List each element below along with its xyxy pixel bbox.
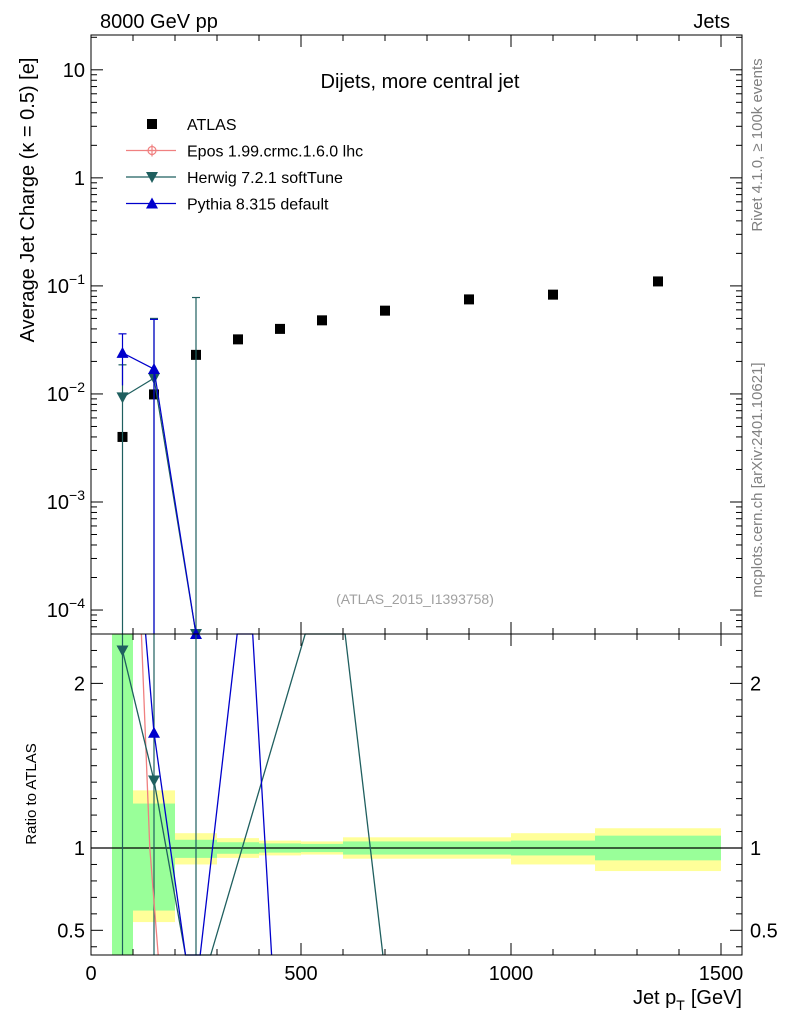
data-point: [233, 334, 243, 345]
legend-marker: [146, 197, 158, 209]
data-point: [548, 289, 558, 300]
ratio-axis-ticks: 0.5 0.5 1 1 2 2 0 500 1000 1500: [57, 634, 778, 985]
data-point: [380, 305, 390, 316]
ratio-y-tick-label-right: 2: [750, 673, 761, 695]
main-y-tick-label: 10−3: [47, 487, 85, 514]
legend-marker: [146, 144, 158, 157]
ratio-y-tick-label-right: 0.5: [750, 920, 778, 942]
header-left: 8000 GeV pp: [100, 11, 218, 33]
ratio-y-tick-label-right: 1: [750, 838, 761, 860]
legend-marker: [147, 119, 157, 129]
data-point: [653, 276, 663, 287]
ratio-data-point: [148, 726, 160, 738]
ratio-y-tick-label-left: 1: [74, 838, 85, 860]
main-y-tick-exp: −4: [69, 595, 85, 611]
main-y-tick-label: 10−4: [47, 595, 85, 622]
ratio-series-line: [140, 633, 159, 956]
data-point: [317, 315, 327, 326]
legend-entry-label: ATLAS: [187, 117, 237, 134]
rivet-label: Rivet 4.1.0, ≥ 100k events: [749, 58, 766, 231]
x-axis-label-sub: T: [676, 997, 685, 1013]
main-watermark: (ATLAS_2015_I1393758): [336, 591, 494, 607]
main-y-tick-base: 10: [63, 60, 85, 82]
series-atlas: [117, 276, 663, 442]
main-y-axis-label: Average Jet Charge (κ = 0.5) [e]: [17, 58, 39, 343]
main-y-tick-exp: −3: [69, 487, 85, 503]
main-y-tick-label: 10−1: [47, 271, 85, 298]
series-pythia: [116, 318, 202, 639]
x-axis-label-main: Jet p: [633, 987, 676, 1009]
main-y-tick-exp: −1: [69, 271, 85, 287]
main-y-tick-base: 10: [47, 492, 69, 514]
data-point: [275, 323, 285, 334]
ratio-uncertainty-bands: [91, 634, 742, 955]
main-y-tick-exp: −2: [69, 379, 85, 395]
legend-marker: [146, 172, 158, 183]
x-tick-label: 0: [85, 963, 96, 985]
x-tick-label: 1500: [699, 963, 744, 985]
data-point: [148, 363, 160, 375]
series-line: [122, 377, 197, 635]
ratio-frame: [90, 633, 743, 956]
main-y-tick-base: 10: [47, 384, 69, 406]
data-point: [116, 392, 129, 404]
ratio-y-tick-label-left: 2: [74, 673, 85, 695]
x-tick-label: 1000: [489, 963, 534, 985]
x-tick-label: 500: [284, 963, 317, 985]
header-right: Jets: [693, 11, 730, 33]
ratio-data-point: [116, 645, 129, 657]
ratio-y-axis-label: Ratio to ATLAS: [23, 743, 40, 844]
data-point: [464, 294, 474, 305]
main-title: Dijets, more central jet: [321, 71, 520, 93]
main-series-layer: [116, 276, 663, 640]
legend-entry-label: Pythia 8.315 default: [187, 197, 329, 214]
legend-entry-label: Herwig 7.2.1 softTune: [187, 170, 343, 187]
ratio-panel: 0.5 0.5 1 1 2 2 0 500 1000 1500 Ratio to ATLAS Je…: [23, 633, 778, 1013]
series-line: [122, 352, 197, 635]
legend: ATLAS Epos 1.99.crmc.1.6.0 lhc Herwig 7.2.…: [126, 117, 363, 214]
x-axis-label-unit: [GeV]: [691, 987, 742, 1009]
main-y-tick-label: 10: [63, 60, 85, 82]
main-y-tick-base: 1: [74, 168, 85, 190]
main-y-tick-base: 10: [47, 276, 69, 298]
main-y-tick-label: 10−2: [47, 379, 85, 406]
data-point: [116, 346, 129, 358]
mcplots-label: mcplots.cern.ch [arXiv:2401.10621]: [749, 362, 766, 597]
main-y-tick-base: 10: [47, 600, 69, 622]
main-y-tick-label: 1: [74, 168, 85, 190]
ratio-data-point: [148, 775, 160, 787]
ratio-y-tick-label-left: 0.5: [57, 920, 85, 942]
x-axis-label: Jet pT [GeV]: [633, 987, 742, 1013]
legend-entry-label: Epos 1.99.crmc.1.6.0 lhc: [187, 144, 363, 161]
